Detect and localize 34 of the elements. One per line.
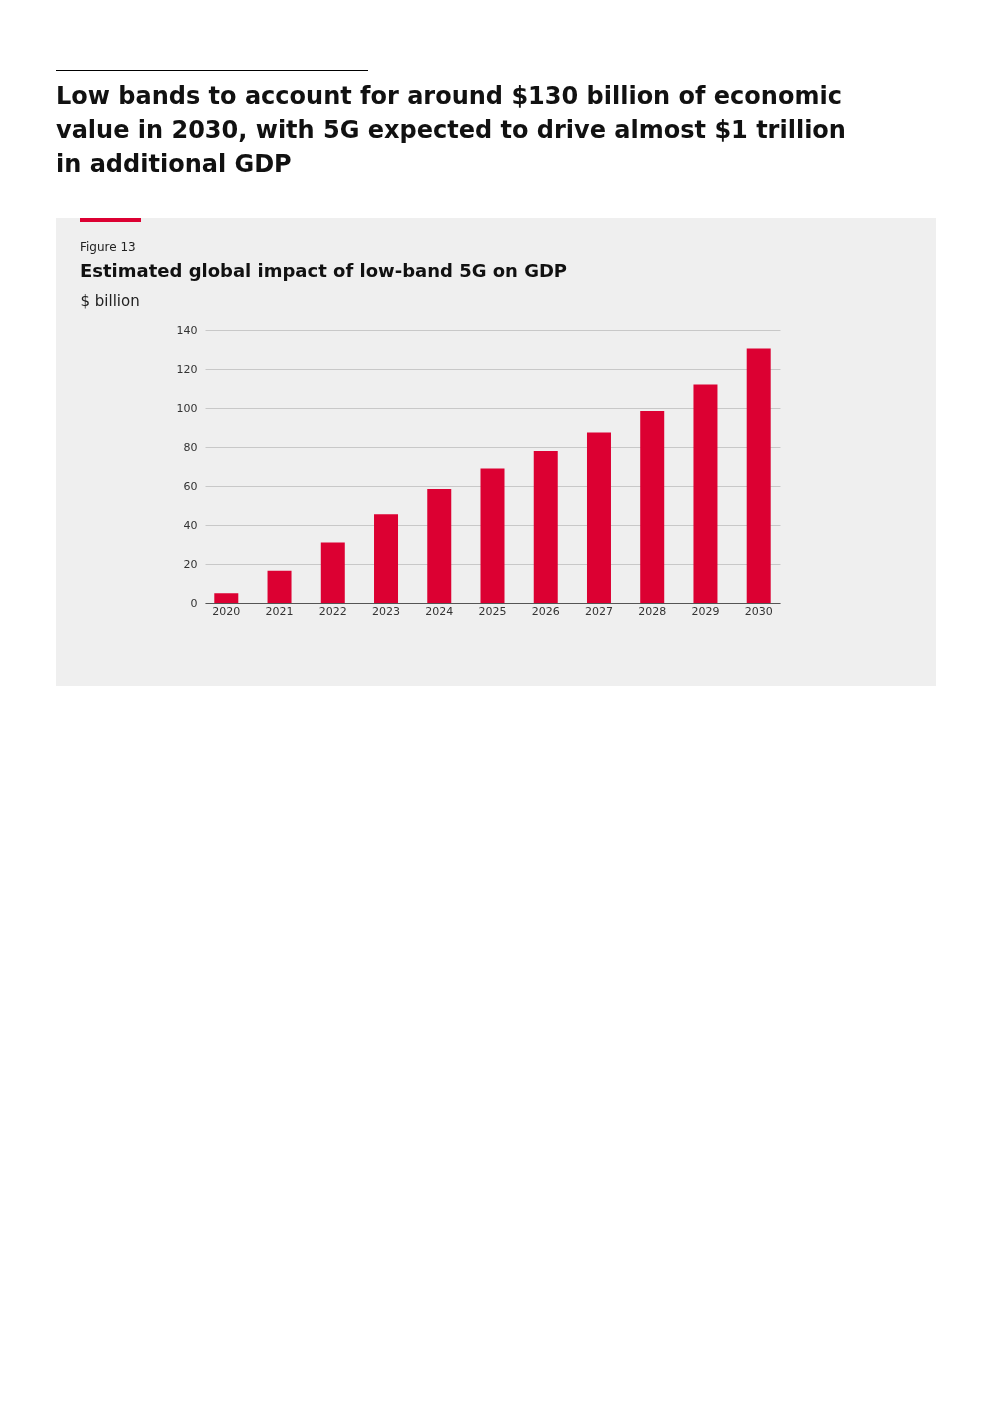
bar [267,570,292,603]
bar [320,542,345,603]
y-tick-label: 100 [176,401,198,415]
bar [586,432,611,603]
chart-subtitle: Estimated global impact of low-band 5G on GDP [80,260,568,281]
x-tick-label: 2023 [372,604,401,618]
x-tick-label: 2025 [478,604,507,618]
y-axis-title: $ billion [80,291,140,310]
y-tick-label: 20 [183,557,198,571]
chart-title: Low bands to account for around $130 billion of economic value in 2030, with 5G expected to drive almost $1 trillion in additional GDP [56,81,847,180]
bar [533,450,558,603]
x-tick-label: 2026 [531,604,560,618]
bar [693,384,718,603]
x-tick-label: 2022 [318,604,347,618]
x-tick-label: 2030 [744,604,773,618]
bar [640,410,665,603]
caption: Figure 13 [80,240,136,254]
bar [214,593,239,603]
x-tick-label: 2024 [425,604,454,618]
y-tick-label: 140 [176,323,198,337]
y-tick-label: 80 [183,440,198,454]
y-tick-label: 60 [183,479,198,493]
x-tick-label: 2029 [691,604,720,618]
bar [480,468,505,603]
x-tick-label: 2021 [265,604,294,618]
x-tick-label: 2020 [212,604,241,618]
bar [746,348,771,603]
bar [427,488,452,603]
y-tick-label: 40 [183,518,198,532]
x-tick-label: 2027 [584,604,613,618]
bar [374,514,399,603]
y-tick-label: 120 [176,362,198,376]
y-tick-label: 0 [190,596,198,610]
x-tick-label: 2028 [638,604,667,618]
